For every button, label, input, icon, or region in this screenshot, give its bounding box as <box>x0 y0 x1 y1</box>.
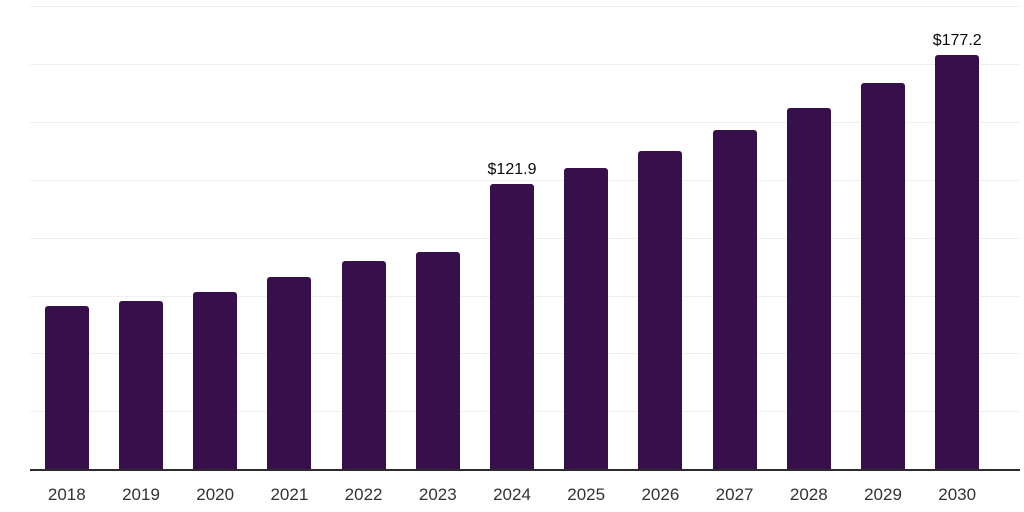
bar-2022 <box>341 261 386 469</box>
x-tick-2023: 2023 <box>418 485 457 504</box>
x-tick-2024: 2024 <box>493 485 531 504</box>
bar-2029 <box>861 83 905 469</box>
x-axis-line <box>30 469 1020 471</box>
x-tick-2026: 2026 <box>641 485 680 504</box>
bar-2019 <box>119 301 163 469</box>
x-tick-2018: 2018 <box>47 485 86 504</box>
value-label-2024: $121.9 <box>487 161 537 178</box>
gridline <box>30 64 1020 65</box>
bar-2023 <box>415 252 460 469</box>
x-tick-2028: 2028 <box>789 485 828 504</box>
gridline <box>30 122 1020 123</box>
x-tick-2022: 2022 <box>344 485 383 504</box>
gridline <box>30 6 1020 7</box>
bar-2028 <box>786 108 831 469</box>
x-tick-2029: 2029 <box>864 485 902 504</box>
x-tick-2030: 2030 <box>938 485 977 504</box>
x-tick-2019: 2019 <box>122 485 160 504</box>
gridline <box>30 180 1020 181</box>
x-tick-2025: 2025 <box>567 485 606 504</box>
x-tick-2020: 2020 <box>196 485 235 504</box>
value-label-2030: $177.2 <box>932 32 982 49</box>
x-tick-2027: 2027 <box>715 485 754 504</box>
x-tick-2021: 2021 <box>270 485 309 504</box>
bar-2024 <box>490 184 534 469</box>
bar-2021 <box>267 277 312 469</box>
bar-2025 <box>564 168 609 469</box>
bar-2026 <box>638 151 683 469</box>
bar-2027 <box>712 130 757 469</box>
bar-2030 <box>935 55 980 469</box>
bar-2018 <box>44 306 89 469</box>
bar-2020 <box>193 292 238 469</box>
